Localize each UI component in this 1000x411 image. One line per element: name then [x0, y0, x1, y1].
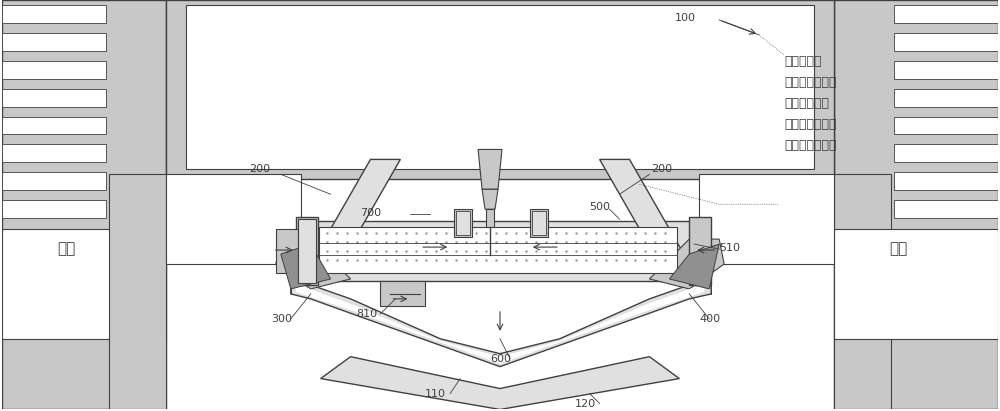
Bar [532, 211, 546, 235]
Bar [109, 174, 166, 409]
Bar [456, 211, 470, 235]
Polygon shape [649, 239, 724, 289]
Bar [2, 229, 166, 339]
Bar [894, 200, 998, 218]
Polygon shape [321, 357, 679, 409]
Text: 110: 110 [425, 388, 446, 399]
Bar [530, 209, 548, 237]
Text: 300: 300 [271, 314, 292, 324]
Bar [380, 281, 425, 306]
Text: 810: 810 [357, 309, 378, 319]
Text: 200: 200 [651, 164, 673, 174]
Text: 700: 700 [361, 208, 382, 218]
Bar [296, 217, 318, 285]
Text: 排气: 排气 [889, 241, 908, 256]
Polygon shape [296, 284, 704, 364]
Bar [166, 174, 301, 264]
Bar [2, 117, 106, 134]
Text: 启动状态下
可变压缩活塞将
缩回至最低点
低于压缩活塞与
燃烧室的结合面: 启动状态下 可变压缩活塞将 缩回至最低点 低于压缩活塞与 燃烧室的结合面 [784, 55, 836, 152]
Bar [454, 209, 472, 237]
Text: 600: 600 [490, 354, 511, 364]
Text: 120: 120 [575, 399, 596, 409]
Bar [699, 174, 834, 264]
Polygon shape [482, 189, 498, 209]
Bar [2, 172, 106, 190]
Bar [2, 33, 106, 51]
Polygon shape [276, 239, 351, 289]
Bar [2, 89, 106, 106]
Polygon shape [669, 244, 719, 289]
Bar [2, 0, 166, 409]
Text: 400: 400 [699, 314, 720, 324]
Bar [689, 217, 711, 285]
Bar [834, 229, 998, 339]
Bar [894, 61, 998, 79]
Polygon shape [281, 244, 331, 289]
Bar [2, 61, 106, 79]
Bar [319, 227, 677, 273]
Bar [834, 174, 891, 409]
Text: 100: 100 [674, 13, 695, 23]
Bar [298, 219, 316, 283]
Bar [834, 0, 998, 409]
Bar [2, 144, 106, 162]
Bar [894, 89, 998, 106]
Text: 510: 510 [719, 243, 740, 253]
Polygon shape [478, 150, 502, 189]
Bar [894, 5, 998, 23]
Bar [166, 0, 834, 179]
Bar [894, 117, 998, 134]
Polygon shape [291, 281, 711, 367]
Bar [2, 5, 106, 23]
Bar [276, 229, 298, 273]
Bar [894, 144, 998, 162]
Polygon shape [301, 159, 400, 281]
Polygon shape [600, 159, 699, 281]
Text: 进气: 进气 [57, 241, 76, 256]
Bar [311, 221, 691, 281]
Bar [486, 209, 494, 227]
Bar [894, 33, 998, 51]
Text: 500: 500 [590, 202, 611, 212]
Bar [2, 200, 106, 218]
Text: 200: 200 [249, 164, 270, 174]
Bar [894, 172, 998, 190]
Bar [186, 5, 814, 169]
